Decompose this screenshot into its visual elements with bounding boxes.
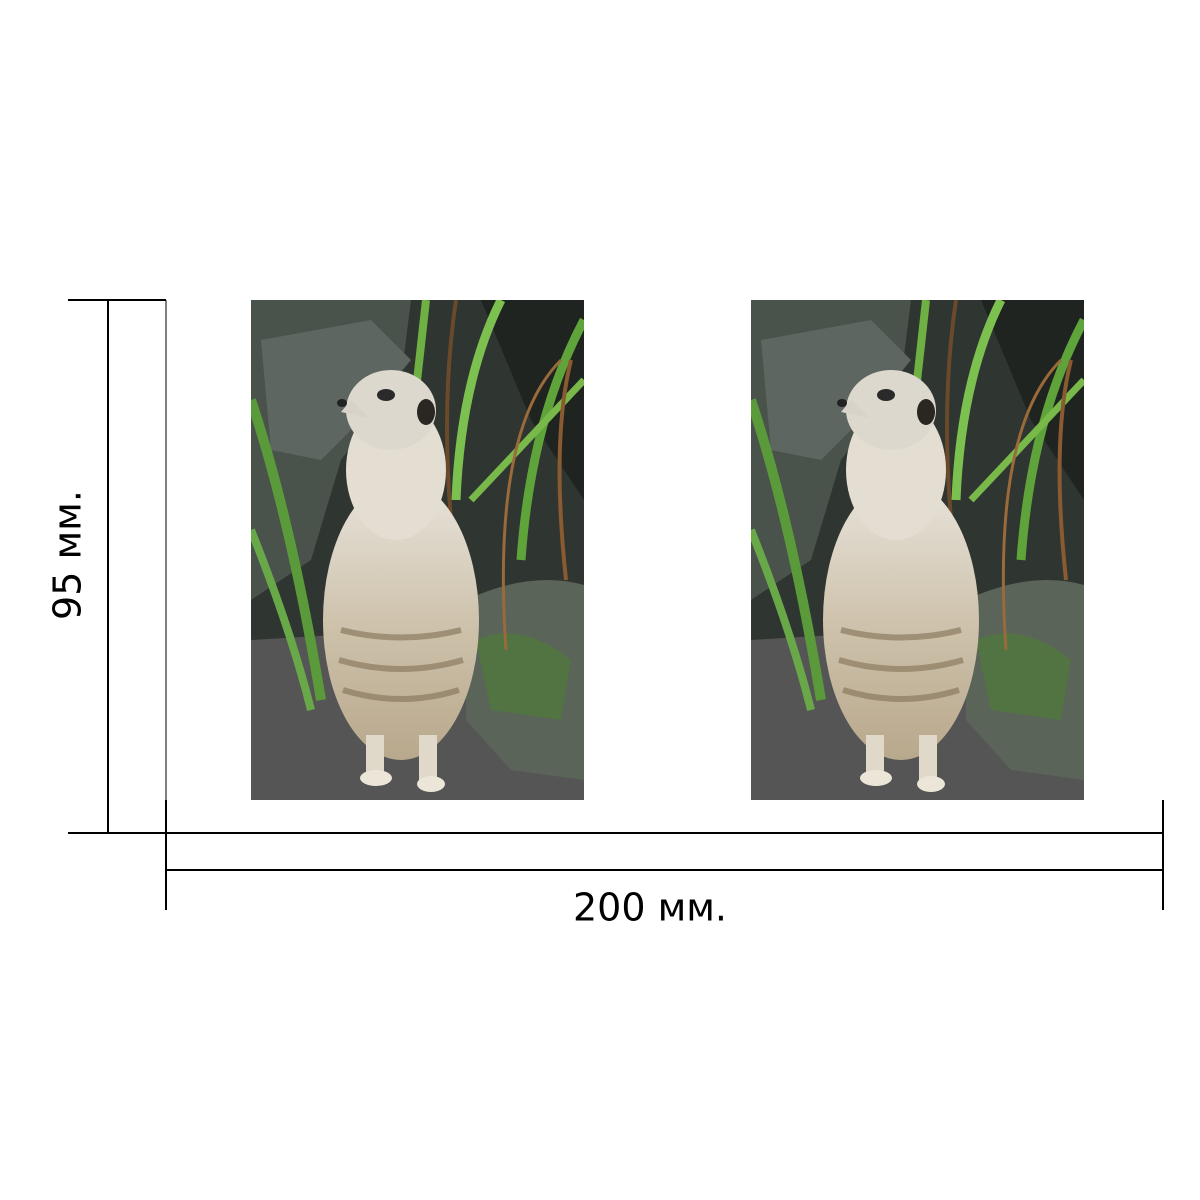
width-dimension: 200 мм. — [165, 800, 1164, 930]
height-dimension: 95 мм. — [46, 299, 167, 834]
product-photo — [251, 300, 584, 800]
height-label: 95 мм. — [46, 490, 90, 620]
width-label: 200 мм. — [573, 886, 727, 930]
product-photo — [751, 300, 1084, 800]
